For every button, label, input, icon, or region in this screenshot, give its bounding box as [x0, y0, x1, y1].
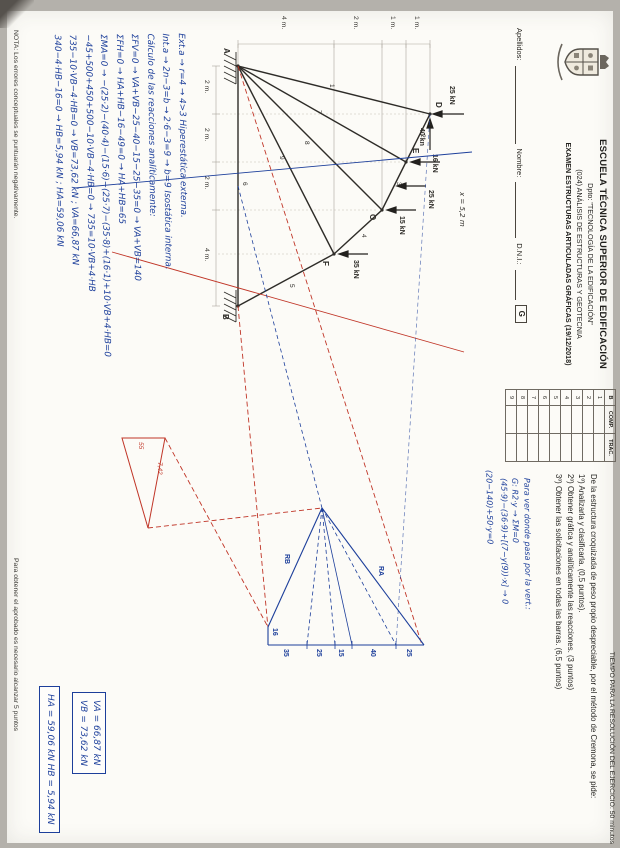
node-f-label: F — [321, 261, 330, 266]
dimension-guides — [212, 40, 431, 307]
dim-v-2: 1 m. — [389, 16, 396, 29]
cremona-15: 15 — [337, 649, 344, 657]
node-b-label: B — [221, 314, 230, 320]
cremona-ra-label: RA — [377, 566, 384, 576]
cremona-rays-dashed — [306, 507, 397, 646]
bar-3: 3 — [395, 182, 402, 186]
force-25kn-label: 25 kN — [448, 86, 455, 105]
vb-result: VB = 73,62 kN — [78, 700, 88, 767]
bar-7: 7 — [315, 110, 322, 114]
force-35kn-label: 35 kN — [352, 260, 359, 279]
red-note-742: 7,42 — [156, 462, 163, 475]
dim-v-3: 2 m. — [352, 16, 359, 29]
bar-numbers: 1 2 3 4 5 6 7 8 9 — [241, 84, 426, 288]
bar-1: 1 — [328, 84, 335, 88]
node-labels: A D E O F B — [221, 48, 443, 320]
node-o-label: O — [368, 214, 377, 220]
dimension-labels: 2 m. 2 m. 2 m. 4 m. 1 m. 1 m. 2 m. 4 m. — [203, 16, 420, 261]
reactions-result-box-h: HA = 59,06 kN HB = 5,94 kN — [39, 686, 60, 833]
dim-v-1: 1 m. — [413, 16, 420, 29]
force-15kn-label: 15 kN — [398, 216, 405, 235]
node-d-label: D — [434, 102, 443, 108]
blue-construction-dashed-1 — [237, 185, 323, 509]
red-dashed-links — [147, 437, 323, 628]
load-arrows — [337, 110, 464, 258]
construction-lines: x = 5,2 m — [74, 65, 473, 646]
cremona-load-labels: 25 40 15 25 35 16 RA RB — [271, 554, 412, 657]
cremona-35: 35 — [282, 649, 289, 657]
scanned-paper — [7, 11, 613, 843]
dim-v-4: 4 m. — [280, 16, 287, 29]
dim-h-4: 4 m. — [203, 248, 210, 261]
blue-construction-dashed-2 — [395, 113, 431, 646]
resultant-vertical-line — [74, 151, 473, 189]
support-a-hatching — [223, 52, 237, 85]
handwritten-calculations: Ext.a → r=4 → 4>3 Hiperestática externa.… — [48, 33, 192, 380]
bar-2: 2 — [419, 134, 426, 138]
node-e-label: E — [411, 148, 420, 154]
bar-5: 5 — [288, 284, 295, 288]
truss-bars — [237, 65, 431, 307]
red-funicular-line-1 — [237, 65, 423, 646]
force-40kn-label: 40 kn — [418, 128, 425, 146]
force-25kn2-label: 25 kN — [427, 190, 434, 209]
support-b-hatching — [223, 290, 237, 323]
scanner-corner-artifact — [0, 0, 34, 28]
footer-aprobado: Para obtener el aprobado es necesario al… — [12, 558, 19, 732]
cremona-diagram: 25 40 15 25 35 16 RA RB 55 7,42 — [121, 437, 425, 657]
dim-h-1: 2 m. — [203, 80, 210, 93]
crest-icon — [557, 43, 609, 81]
bar-9: 9 — [278, 156, 285, 160]
dim-h-3: 2 m. — [203, 176, 210, 189]
red-note-55: 55 — [137, 442, 144, 450]
footer-nota: NOTA: Los errores conceptuales se puntua… — [12, 30, 19, 219]
node-a-label: A — [222, 48, 231, 54]
dim-h-2: 2 m. — [203, 128, 210, 141]
cremona-25b: 25 — [315, 649, 322, 657]
red-construction-line — [111, 251, 465, 353]
bar-8: 8 — [303, 141, 310, 145]
cremona-rb-label: RB — [283, 554, 290, 564]
bar-6: 6 — [241, 182, 248, 186]
red-funicular-line-2 — [237, 305, 269, 629]
cremona-16: 16 — [271, 628, 278, 636]
cremona-25: 25 — [405, 649, 412, 657]
x-distance-note: x = 5,2 m — [458, 191, 466, 227]
projection-guides — [216, 113, 424, 255]
bar-4: 4 — [360, 234, 367, 238]
force-16kn-label: 16 kN — [431, 154, 438, 173]
school-crest-logo — [552, 32, 612, 92]
va-result: VA = 66,87 kN — [91, 700, 101, 766]
reactions-result-box-v: VA = 66,87 kN VB = 73,62 kN — [72, 692, 106, 775]
cremona-40: 40 — [369, 649, 376, 657]
load-labels: 25 kN 16 kN 40 kn 15 kN 25 kN 35 kN — [352, 86, 455, 279]
red-reaction-triangle — [121, 437, 166, 529]
cremona-ticks — [306, 641, 397, 649]
cremona-load-line — [267, 507, 425, 646]
